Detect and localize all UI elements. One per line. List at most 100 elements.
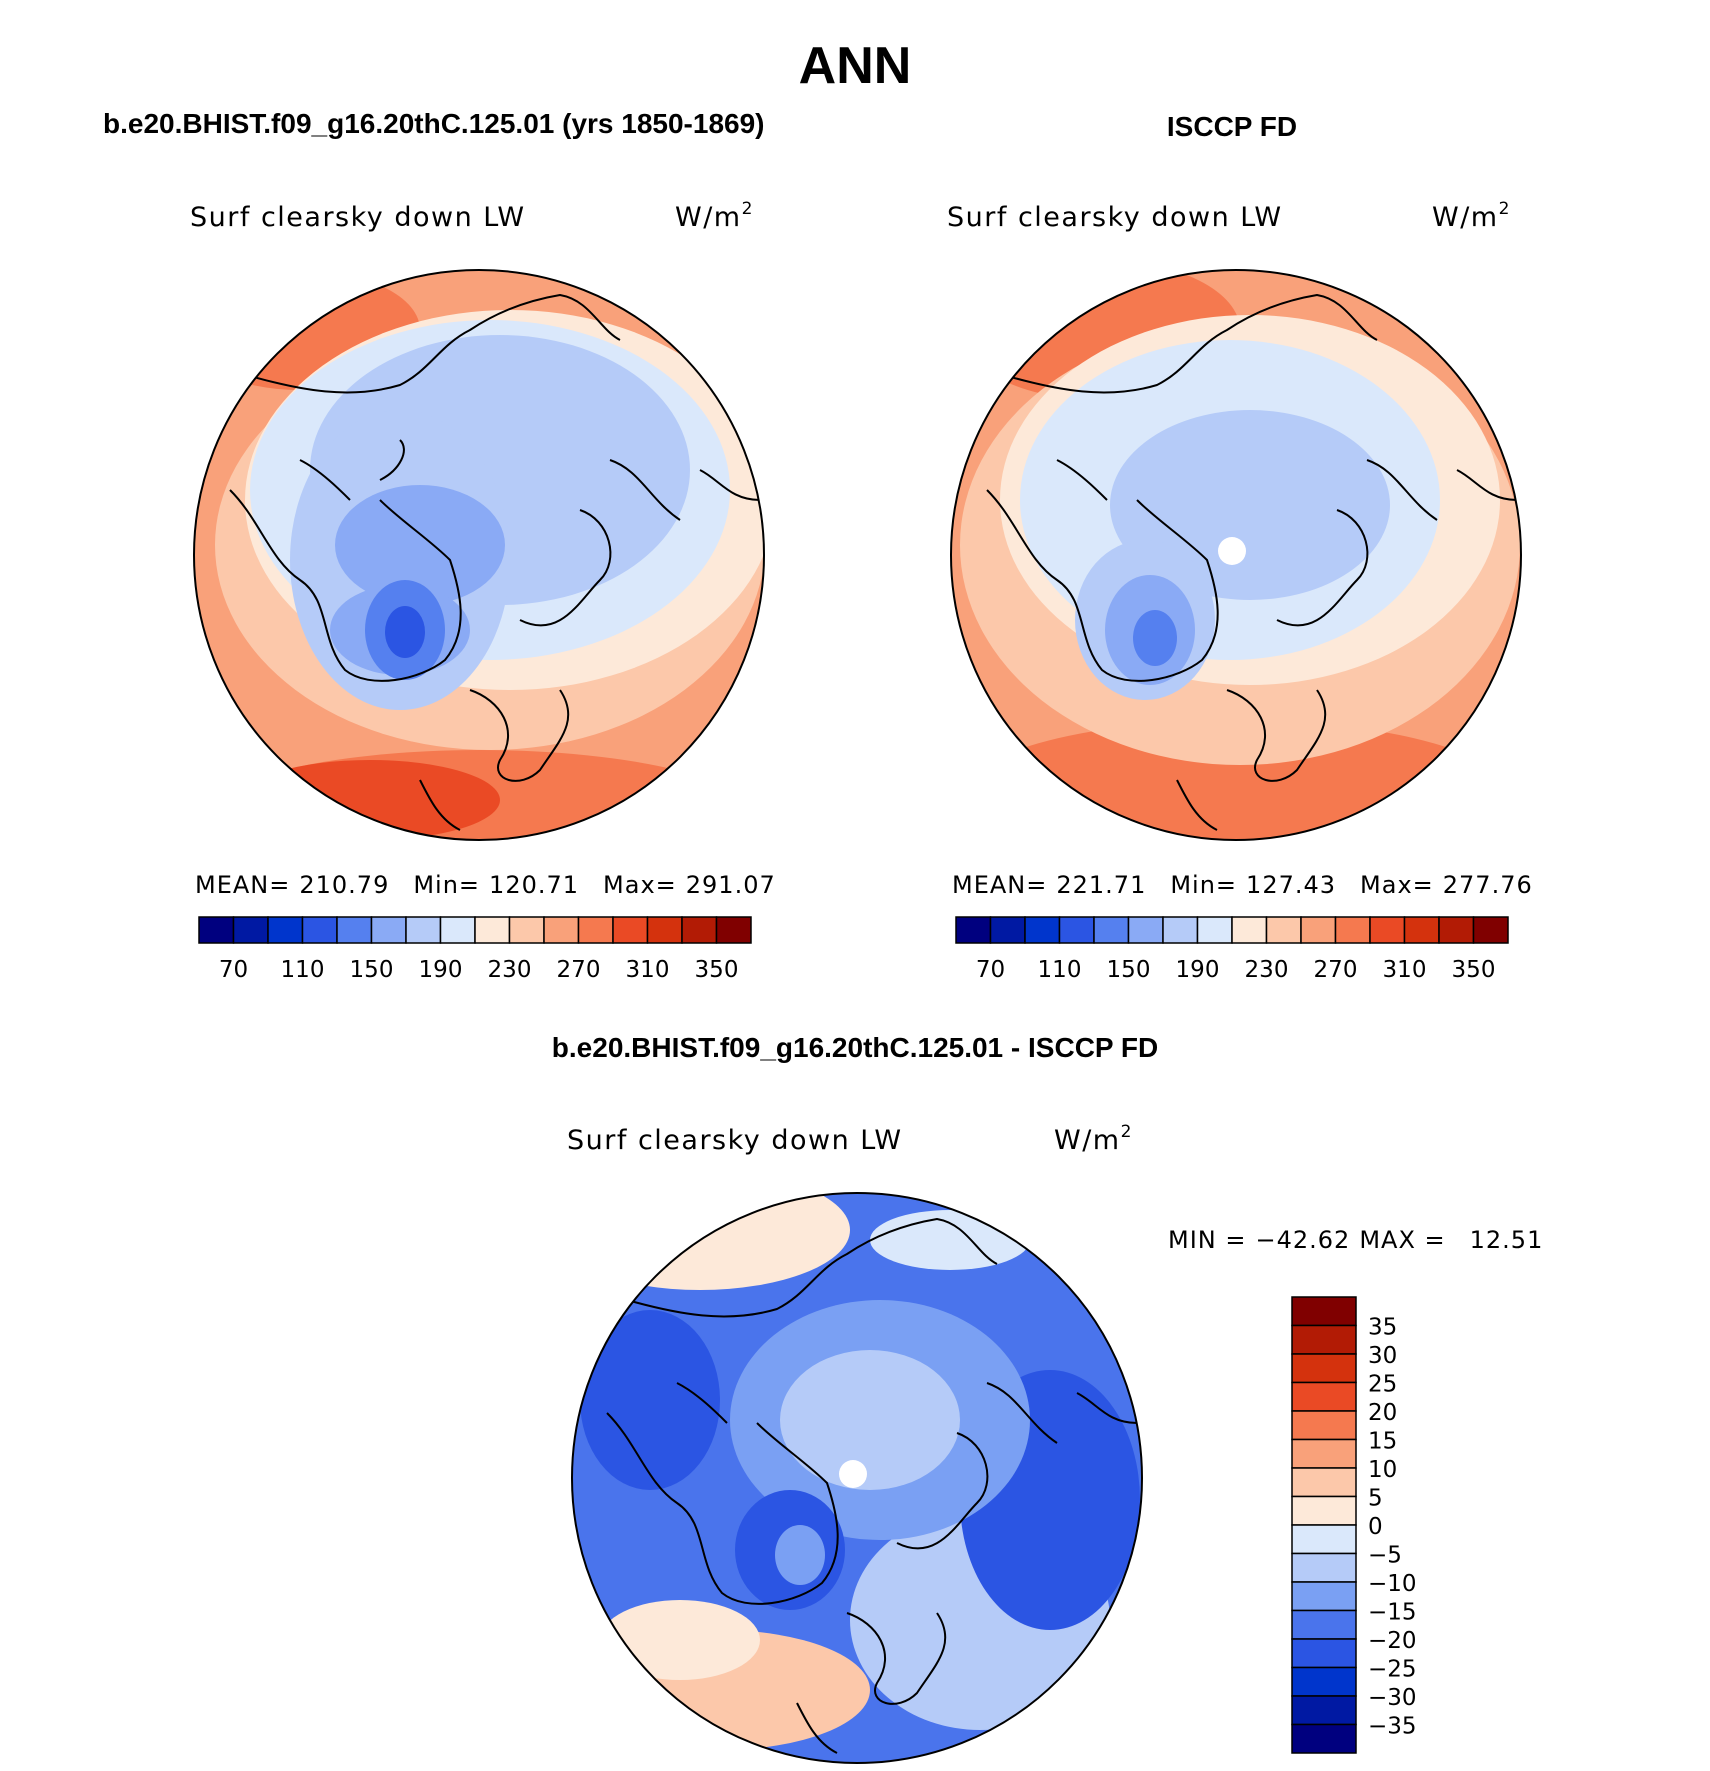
panel-diff-colorbar-box <box>1291 1381 1357 1412</box>
panel-obs-colorbar-ticks: 70 110 150 190 230 270 310 350 <box>976 957 1496 983</box>
panel-model-colorbar-tick-label: 70 <box>219 957 248 983</box>
panel-model-colorbar-tick-label: 270 <box>557 957 601 983</box>
panel-diff-colorbar-box <box>1291 1552 1357 1583</box>
panel-model-colorbar-box <box>577 916 614 944</box>
panel-obs-variable: Surf clearsky down LW <box>947 202 1283 233</box>
panel-obs-colorbar-box <box>1058 916 1095 944</box>
page-title: ANN <box>799 37 912 95</box>
panel-diff-colorbar-tick-label: −35 <box>1368 1714 1417 1740</box>
panel-obs-colorbar-box <box>1472 916 1509 944</box>
panel-diff-colorbar-box <box>1291 1438 1357 1469</box>
panel-diff-colorbar <box>1291 1296 1357 1754</box>
panel-diff-colorbar-tick-label: 5 <box>1368 1486 1383 1512</box>
panel-diff-colorbar-box <box>1291 1638 1357 1669</box>
panel-diff-units: W/m2 <box>1054 1122 1133 1156</box>
panel-diff-variable: Surf clearsky down LW <box>567 1125 903 1156</box>
panel-diff-title: b.e20.BHIST.f09_g16.20thC.125.01 - ISCCP… <box>552 1032 1158 1063</box>
panel-model-colorbar-box <box>681 916 718 944</box>
panel-model-colorbar-box <box>474 916 511 944</box>
panel-diff-colorbar-tick-label: −25 <box>1368 1657 1417 1683</box>
panel-obs-stats: MEAN= 221.71 Min= 127.43 Max= 277.76 <box>952 871 1533 899</box>
panel-model-map-border <box>193 269 765 841</box>
panel-model-map <box>194 270 764 840</box>
panel-obs-colorbar-box <box>1403 916 1440 944</box>
panel-diff-colorbar-box <box>1291 1581 1357 1612</box>
panel-model-colorbar-box <box>715 916 752 944</box>
panel-obs-colorbar-tick-label: 270 <box>1314 957 1358 983</box>
panel-obs-colorbar-tick-label: 110 <box>1038 957 1082 983</box>
panel-model-colorbar-box <box>612 916 649 944</box>
panel-obs-colorbar-box <box>1024 916 1061 944</box>
panel-model: b.e20.BHIST.f09_g16.20thC.125.01 (yrs 18… <box>103 108 776 983</box>
panel-model-units: W/m2 <box>675 199 754 233</box>
panel-obs-colorbar-tick-label: 230 <box>1245 957 1289 983</box>
panel-obs-colorbar-box <box>1265 916 1302 944</box>
panel-diff-map <box>572 1193 1142 1763</box>
panel-diff: b.e20.BHIST.f09_g16.20thC.125.01 - ISCCP… <box>552 1032 1543 1764</box>
panel-diff-colorbar-box <box>1291 1410 1357 1441</box>
panel-model-colorbar-box <box>232 916 269 944</box>
panel-model-colorbar-tick-label: 150 <box>350 957 394 983</box>
panel-model-colorbar-tick-label: 230 <box>488 957 532 983</box>
panel-diff-colorbar-tick-label: −10 <box>1368 1571 1417 1597</box>
panel-obs-colorbar-box <box>1369 916 1406 944</box>
panel-diff-colorbar-tick-label: −15 <box>1368 1600 1417 1626</box>
panel-obs-colorbar-box <box>1300 916 1337 944</box>
panel-diff-colorbar-box <box>1291 1695 1357 1726</box>
panel-obs-colorbar-box <box>1438 916 1475 944</box>
panel-diff-colorbar-box <box>1291 1495 1357 1526</box>
panel-model-colorbar-box <box>267 916 304 944</box>
panel-diff-colorbar-tick-label: −5 <box>1368 1543 1402 1569</box>
panel-model-colorbar-box <box>405 916 442 944</box>
panel-model-colorbar-box <box>543 916 580 944</box>
panel-model-colorbar-tick-label: 110 <box>281 957 325 983</box>
panel-obs-colorbar-tick-label: 190 <box>1176 957 1220 983</box>
panel-model-colorbar-box <box>439 916 476 944</box>
panel-diff-colorbar-tick-label: −20 <box>1368 1628 1417 1654</box>
panel-obs: ISCCP FD Surf clearsky down LW W/m2 <box>947 111 1533 983</box>
panel-model-colorbar-tick-label: 350 <box>695 957 739 983</box>
panel-obs-colorbar-box <box>1162 916 1199 944</box>
panel-model-colorbar-box <box>508 916 545 944</box>
panel-obs-colorbar-tick-label: 150 <box>1107 957 1151 983</box>
panel-diff-colorbar-tick-label: 30 <box>1368 1343 1397 1369</box>
panel-obs-colorbar-box <box>1231 916 1268 944</box>
panel-diff-colorbar-box <box>1291 1609 1357 1640</box>
panel-model-colorbar-box <box>198 916 235 944</box>
panel-model-colorbar-box <box>301 916 338 944</box>
panel-model-colorbar-box <box>370 916 407 944</box>
panel-diff-colorbar-tick-label: 0 <box>1368 1514 1383 1540</box>
panel-model-colorbar <box>198 916 752 944</box>
panel-diff-colorbar-box <box>1291 1666 1357 1697</box>
panel-diff-stats: MIN = −42.62 MAX = 12.51 <box>1168 1226 1543 1254</box>
panel-diff-colorbar-tick-label: 10 <box>1368 1457 1397 1483</box>
panel-model-stats: MEAN= 210.79 Min= 120.71 Max= 291.07 <box>195 871 776 899</box>
panel-obs-colorbar-box <box>955 916 992 944</box>
panel-diff-colorbar-box <box>1291 1353 1357 1384</box>
panel-model-colorbar-box <box>646 916 683 944</box>
panel-diff-colorbar-tick-label: 35 <box>1368 1315 1397 1341</box>
panel-obs-units: W/m2 <box>1432 199 1511 233</box>
panel-diff-colorbar-box <box>1291 1296 1357 1327</box>
panel-diff-map-border <box>571 1192 1143 1764</box>
panel-obs-colorbar-tick-label: 350 <box>1452 957 1496 983</box>
panel-diff-colorbar-box <box>1291 1524 1357 1555</box>
panel-obs-colorbar-tick-label: 310 <box>1383 957 1427 983</box>
panel-obs-colorbar-box <box>1196 916 1233 944</box>
panel-obs-colorbar-box <box>1093 916 1130 944</box>
panel-model-colorbar-ticks: 70 110 150 190 230 270 310 350 <box>219 957 739 983</box>
panel-diff-colorbar-tick-label: −30 <box>1368 1685 1417 1711</box>
panel-obs-colorbar <box>955 916 1509 944</box>
panel-diff-colorbar-box <box>1291 1324 1357 1355</box>
panel-obs-colorbar-tick-label: 70 <box>976 957 1005 983</box>
panel-diff-colorbar-box <box>1291 1467 1357 1498</box>
panel-model-colorbar-box <box>336 916 373 944</box>
panel-diff-colorbar-box <box>1291 1723 1357 1754</box>
panel-model-colorbar-tick-label: 310 <box>626 957 670 983</box>
panel-obs-title: ISCCP FD <box>1167 111 1297 142</box>
panel-obs-colorbar-box <box>1127 916 1164 944</box>
panel-diff-colorbar-tick-label: 25 <box>1368 1372 1397 1398</box>
panel-diff-colorbar-tick-label: 15 <box>1368 1429 1397 1455</box>
